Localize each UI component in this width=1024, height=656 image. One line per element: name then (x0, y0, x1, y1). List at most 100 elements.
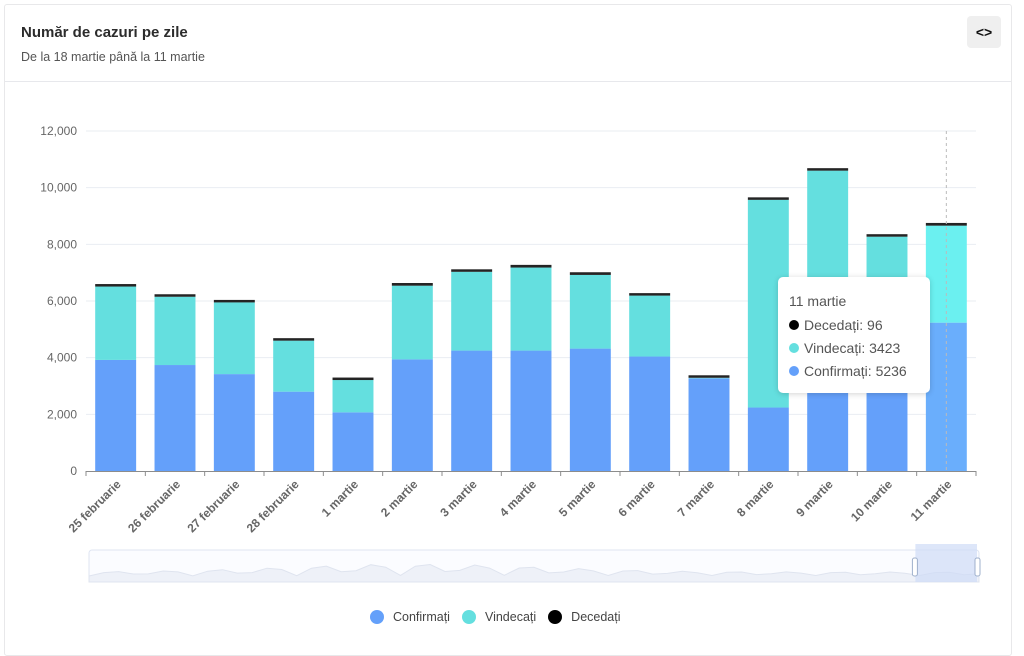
bar-decedati (688, 375, 730, 378)
bar-decedati (569, 272, 611, 275)
embed-code-button[interactable]: <> (967, 16, 1001, 48)
x-tick-label: 1 martie (319, 477, 362, 520)
bar-vindecati (95, 286, 137, 360)
bar-confirmati (807, 386, 849, 471)
bar-vindecati (391, 285, 433, 360)
code-brackets-icon: <> (975, 24, 993, 40)
bar-confirmati (688, 378, 730, 471)
vindecati-dot-icon (789, 343, 799, 353)
bar-confirmati (213, 374, 255, 471)
x-tick-label: 10 martie (848, 477, 895, 524)
tooltip-label: Confirmați (804, 363, 868, 379)
y-tick-label: 10,000 (40, 181, 77, 195)
tooltip-value: 96 (867, 317, 883, 333)
bar-decedati (332, 377, 374, 381)
x-axis-labels: 25 februarie 26 februarie 27 februarie 28 f… (66, 477, 955, 535)
bar-confirmati (866, 386, 908, 471)
x-tick-label: 28 februarie (244, 477, 302, 535)
vindecati-dot-icon (461, 610, 476, 624)
slider-handle-left[interactable] (911, 557, 918, 577)
bar-vindecati (629, 295, 671, 357)
bar-vindecati (154, 296, 196, 366)
bar-confirmati (747, 407, 789, 471)
slider-handle-right[interactable] (974, 557, 981, 577)
bar-vindecati (569, 274, 611, 349)
x-tick-label: 8 martie (734, 477, 777, 520)
legend-item-decedati[interactable]: Decedați (548, 610, 621, 624)
bar-decedati (807, 168, 849, 171)
bar-decedati (95, 284, 137, 287)
tooltip: 11 martie Decedați: 96 Vindecați: 3423 C… (778, 277, 930, 393)
x-tick-label: 3 martie (437, 477, 480, 520)
bar-decedati (213, 299, 255, 303)
bar-decedati (866, 234, 908, 237)
tooltip-title: 11 martie (789, 293, 847, 309)
slider-selection (915, 544, 977, 582)
bar-decedati (747, 197, 789, 200)
bar-decedati (273, 338, 315, 341)
decedati-dot-icon (789, 320, 799, 330)
bar-vindecati (510, 267, 552, 351)
tooltip-label: Decedați (804, 317, 860, 333)
x-tick-label: 25 februarie (66, 477, 124, 535)
legend-item-vindecati[interactable]: Vindecați (461, 610, 537, 624)
bar-decedati (925, 222, 967, 226)
tooltip-row-vindecati: Vindecați: 3423 (789, 340, 900, 356)
tooltip-row-decedati: Decedați: 96 (789, 317, 883, 333)
bar-confirmati (569, 348, 611, 471)
decedati-dot-icon (548, 610, 563, 624)
bar-confirmati (510, 350, 552, 471)
confirmati-dot-icon (789, 366, 799, 376)
chart-title: Număr de cazuri pe zile (21, 24, 188, 41)
confirmati-dot-icon (370, 610, 384, 624)
x-tick-label: 11 martie (908, 477, 955, 524)
y-tick-label: 2,000 (47, 407, 77, 421)
x-tick-label: 2 martie (378, 477, 421, 520)
x-tick-label: 5 martie (556, 477, 599, 520)
bar-confirmati (273, 391, 315, 471)
zoom-slider (88, 544, 981, 583)
legend-label: Confirmați (393, 610, 450, 624)
y-tick-label: 8,000 (47, 237, 77, 251)
tooltip-label: Vindecați (804, 340, 862, 356)
bar-decedati (510, 264, 552, 268)
bar-vindecati (451, 271, 493, 351)
bar-confirmati (332, 412, 374, 471)
bar-decedati (154, 294, 196, 297)
y-tick-label: 0 (70, 464, 77, 478)
card-header: Număr de cazuri pe zile De la 18 martie … (5, 5, 1011, 82)
tooltip-row-confirmati: Confirmați: 5236 (789, 363, 907, 379)
bar-vindecati (213, 302, 255, 375)
x-tick-label: 4 martie (497, 477, 540, 520)
bar-confirmati (154, 365, 196, 471)
y-axis-ticks: 0 2,000 4,000 6,000 8,000 10,000 12,000 (40, 124, 77, 478)
x-tick-label: 7 martie (675, 477, 718, 520)
y-tick-label: 12,000 (40, 124, 77, 138)
bar-decedati (629, 293, 671, 296)
bars (95, 131, 967, 471)
tooltip-value: 3423 (869, 340, 901, 356)
x-tick-label: 26 februarie (125, 477, 183, 535)
tooltip-value: 5236 (875, 363, 907, 379)
bar-confirmati (451, 350, 493, 471)
legend-label: Decedați (571, 610, 621, 624)
bar-vindecati (688, 377, 730, 379)
x-axis (85, 471, 977, 476)
slider-overview (88, 563, 980, 583)
legend: Confirmați Vindecați Decedați (370, 610, 633, 624)
bar-confirmati (95, 359, 137, 471)
bar-decedati (391, 283, 433, 286)
bar-decedati (451, 269, 493, 272)
bar-confirmati (629, 356, 671, 471)
chart-subtitle: De la 18 martie până la 11 martie (21, 50, 205, 64)
legend-label: Vindecați (484, 610, 537, 624)
y-tick-label: 6,000 (47, 294, 77, 308)
bar-vindecati (273, 340, 315, 392)
y-tick-label: 4,000 (47, 351, 77, 365)
bar-confirmati (391, 359, 433, 471)
x-tick-label: 6 martie (615, 477, 658, 520)
x-tick-label: 27 februarie (184, 477, 242, 535)
bar-vindecati (332, 380, 374, 413)
legend-item-confirmati[interactable]: Confirmați (370, 610, 450, 624)
